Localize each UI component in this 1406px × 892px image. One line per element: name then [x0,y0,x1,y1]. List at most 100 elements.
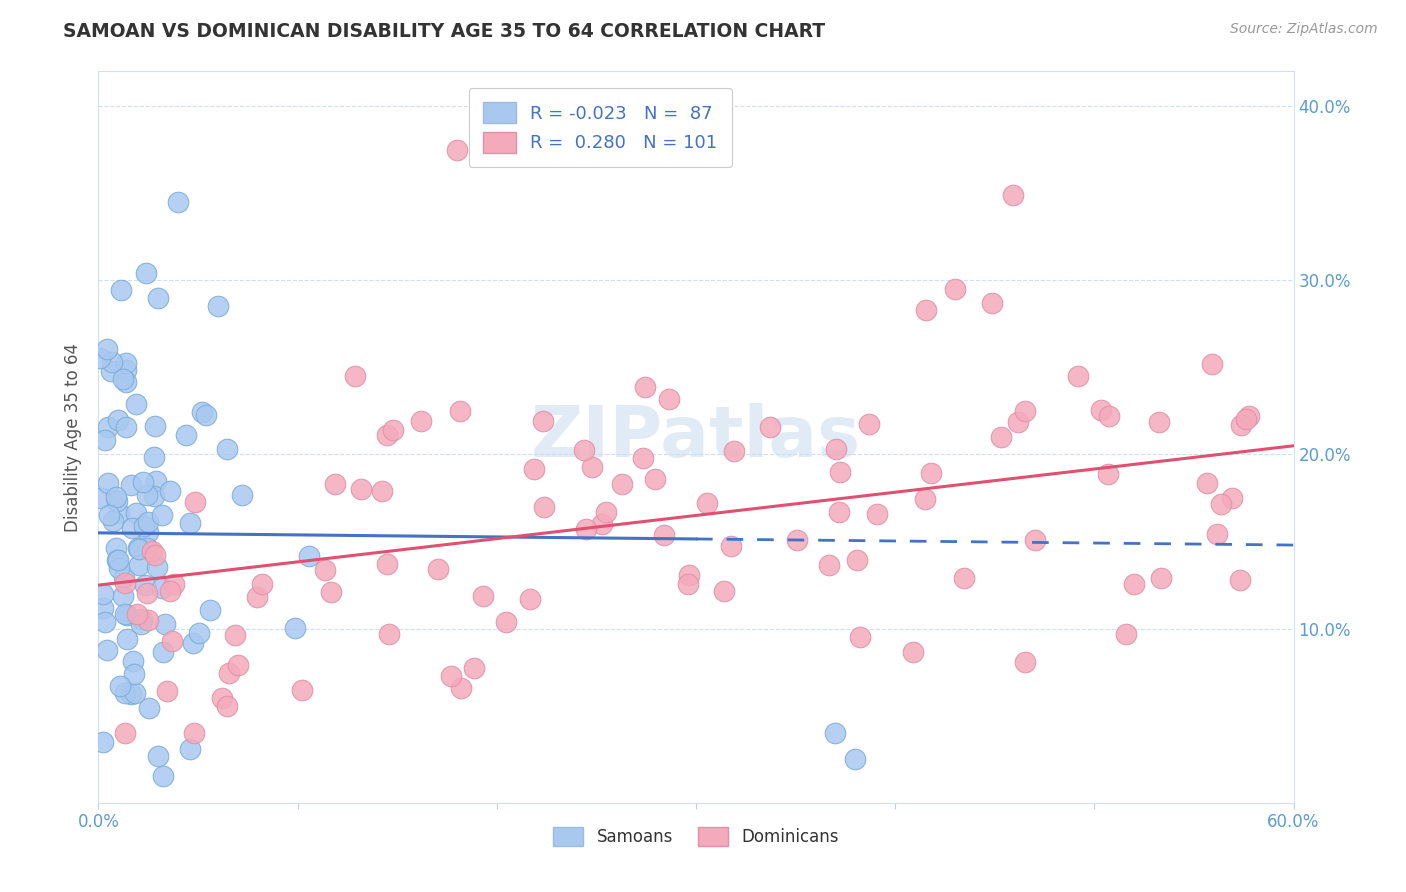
Point [115,608,138,623]
Point [114,686,136,700]
Point [143,548,166,562]
Point [720,539,742,553]
Point [375,427,398,442]
Point [96,642,118,657]
Point [122,667,145,681]
Point [495,615,517,629]
Point [866,507,889,521]
Point [522,462,544,476]
Point [723,443,745,458]
Point [198,603,221,617]
Point [1067,369,1090,384]
Point [107,553,129,567]
Point [381,423,404,437]
Point [533,500,555,514]
Point [167,194,190,209]
Point [449,404,471,418]
Point [107,412,129,426]
Point [91,734,114,748]
Legend: Samoans, Dominicans: Samoans, Dominicans [547,821,845,853]
Point [818,558,841,573]
Point [591,516,613,531]
Point [713,583,735,598]
Point [1097,467,1119,481]
Point [128,541,150,556]
Point [131,612,153,626]
Point [678,567,700,582]
Point [786,533,808,547]
Point [135,266,157,280]
Point [1002,188,1025,202]
Point [901,645,924,659]
Point [101,355,124,369]
Point [101,514,124,528]
Text: SAMOAN VS DOMINICAN DISABILITY AGE 35 TO 64 CORRELATION CHART: SAMOAN VS DOMINICAN DISABILITY AGE 35 TO… [63,22,825,41]
Point [112,589,135,603]
Point [120,687,142,701]
Point [825,442,848,457]
Point [654,527,676,541]
Point [990,430,1012,444]
Point [115,420,138,434]
Point [1098,409,1121,423]
Point [128,558,150,573]
Point [160,633,183,648]
Point [914,302,936,317]
Point [943,282,966,296]
Point [141,544,163,558]
Point [159,483,181,498]
Point [114,576,136,591]
Point [343,368,366,383]
Point [111,372,134,386]
Point [411,414,433,428]
Point [148,291,170,305]
Point [115,375,138,389]
Point [426,562,449,576]
Point [696,496,718,510]
Point [1123,577,1146,591]
Point [284,621,307,635]
Point [181,636,204,650]
Point [575,522,598,536]
Point [298,549,321,563]
Point [108,561,131,575]
Point [183,726,205,740]
Point [634,379,657,393]
Point [1229,573,1251,587]
Point [371,483,394,498]
Point [1230,417,1253,432]
Point [1209,497,1232,511]
Point [581,459,603,474]
Point [143,450,166,465]
Point [136,525,159,540]
Point [953,571,976,585]
Point [127,541,149,555]
Point [136,613,159,627]
Point [156,683,179,698]
Point [844,752,866,766]
Point [1239,409,1261,424]
Point [1090,403,1112,417]
Point [179,742,201,756]
Point [142,490,165,504]
Point [90,491,112,505]
Point [1201,357,1223,371]
Point [114,362,136,376]
Point [110,679,132,693]
Point [1205,527,1227,541]
Point [446,143,468,157]
Point [150,582,173,596]
Point [146,560,169,574]
Point [1150,571,1173,585]
Point [231,488,253,502]
Point [125,607,148,621]
Point [97,419,120,434]
Point [375,557,398,571]
Point [134,519,156,533]
Point [96,343,118,357]
Point [122,654,145,668]
Point [159,583,181,598]
Point [245,591,267,605]
Point [125,507,148,521]
Point [121,520,143,534]
